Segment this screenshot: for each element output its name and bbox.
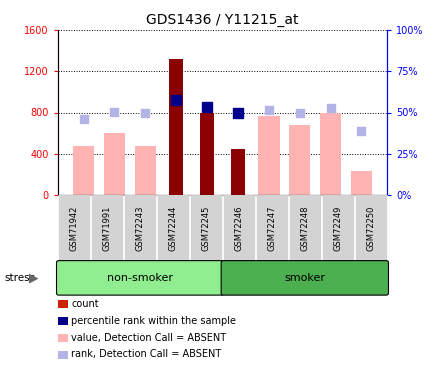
Point [173,97,180,103]
Text: GSM72244: GSM72244 [169,205,178,251]
Text: GSM72250: GSM72250 [366,205,375,251]
Text: value, Detection Call = ABSENT: value, Detection Call = ABSENT [71,333,227,342]
Point [111,109,118,115]
Bar [351,171,372,195]
Text: GDS1436 / Y11215_at: GDS1436 / Y11215_at [146,13,299,27]
Text: GSM72243: GSM72243 [136,205,145,251]
Bar [200,112,214,195]
Bar [258,116,279,195]
Text: stress: stress [4,273,36,283]
Text: GSM71991: GSM71991 [103,205,112,251]
Point [265,107,272,113]
Text: ▶: ▶ [28,272,38,284]
Point [203,104,210,110]
Text: GSM72247: GSM72247 [267,205,276,251]
Bar [104,133,125,195]
Text: count: count [71,299,99,309]
Bar [169,59,183,195]
Text: percentile rank within the sample: percentile rank within the sample [71,316,236,326]
Text: GSM71942: GSM71942 [70,205,79,251]
Text: GSM72245: GSM72245 [202,205,210,251]
Text: rank, Detection Call = ABSENT: rank, Detection Call = ABSENT [71,350,222,359]
Text: smoker: smoker [284,273,325,283]
Text: GSM72249: GSM72249 [333,205,342,251]
Bar [320,112,341,195]
Point [327,105,334,111]
Point [142,110,149,116]
Point [80,116,87,122]
Bar [73,146,94,195]
Point [358,129,365,135]
Point [235,110,242,116]
Text: non-smoker: non-smoker [107,273,173,283]
Bar [289,125,311,195]
Point [296,110,303,116]
Bar [134,146,156,195]
Text: GSM72246: GSM72246 [235,205,243,251]
Text: GSM72248: GSM72248 [300,205,309,251]
Bar [231,148,245,195]
